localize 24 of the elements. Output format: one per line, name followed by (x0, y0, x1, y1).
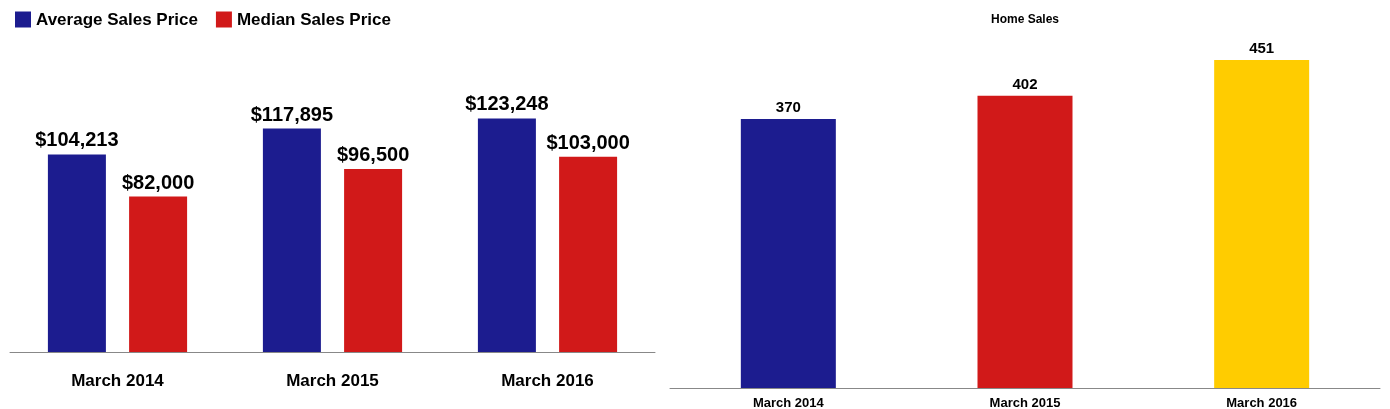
x-tick-label: March 2016 (501, 371, 594, 390)
legend-label: Average Sales Price (36, 10, 198, 29)
data-label: $96,500 (336, 143, 410, 166)
bar (477, 118, 536, 352)
x-tick-label: March 2014 (752, 395, 825, 409)
x-tick-label: March 2016 (1226, 395, 1298, 409)
bar (129, 196, 188, 352)
chart-title: Home Sales (990, 12, 1060, 26)
bar (262, 128, 321, 352)
x-tick-label: March 2015 (989, 395, 1061, 409)
x-tick-label: March 2015 (286, 371, 379, 390)
data-label: $117,895 (250, 102, 334, 125)
data-label: $123,248 (465, 92, 549, 115)
legend-label: Median Sales Price (236, 10, 391, 29)
data-label: $82,000 (121, 170, 195, 193)
bar (559, 156, 618, 352)
data-label: $104,213 (35, 128, 119, 151)
data-label: 402 (1012, 74, 1038, 92)
bar (344, 169, 403, 352)
data-label: 451 (1249, 39, 1275, 56)
data-label: 370 (775, 97, 801, 115)
bar (47, 154, 106, 352)
x-tick-label: March 2014 (71, 371, 165, 390)
data-label: $103,000 (546, 130, 630, 153)
